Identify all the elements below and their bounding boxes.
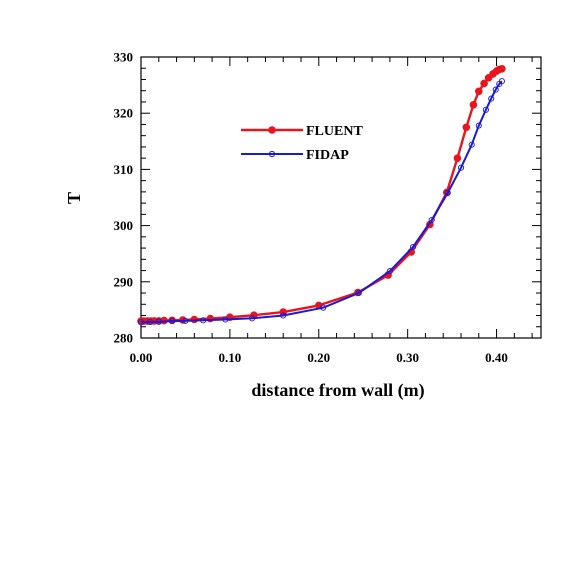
series-line [140, 80, 503, 324]
data-point [280, 312, 287, 319]
x-tick-label: 0.30 [396, 350, 419, 365]
data-point [190, 315, 199, 324]
y-tick-label: 290 [114, 274, 134, 289]
x-tick-label: 0.20 [307, 350, 330, 365]
data-point [444, 189, 451, 197]
data-point [428, 216, 435, 224]
data-point [468, 141, 475, 148]
data-point [457, 164, 465, 171]
legend-marker [268, 126, 276, 134]
x-tick-labels: 0.00 0.10 0.20 0.30 0.40 [130, 350, 508, 365]
data-point [249, 315, 256, 322]
series-fluent [137, 65, 506, 325]
data-point [498, 65, 506, 73]
data-point [182, 317, 189, 324]
data-point [462, 123, 471, 132]
data-point [169, 318, 176, 325]
x-tick-label: 0.10 [219, 350, 242, 365]
data-point [482, 106, 489, 113]
plot-frame [140, 56, 542, 339]
data-point [488, 95, 495, 102]
y-tick-label: 330 [114, 50, 134, 65]
series-layer [137, 65, 506, 326]
y-tick-label: 280 [114, 331, 134, 346]
data-point [480, 79, 488, 88]
y-tick-label: 320 [114, 106, 134, 121]
data-point [475, 87, 483, 96]
data-point [453, 154, 462, 162]
data-point [386, 268, 393, 275]
legend: FLUENT FIDAP [241, 124, 363, 163]
data-point [137, 319, 145, 326]
data-point [355, 289, 362, 297]
data-point [155, 318, 162, 325]
data-point [492, 86, 499, 93]
x-tick-label: 0.40 [485, 350, 508, 365]
data-point [320, 304, 327, 311]
legend-marker [268, 150, 276, 158]
data-point [200, 317, 207, 324]
x-tick-label: 0.00 [130, 350, 153, 365]
y-tick-label: 300 [114, 218, 134, 233]
legend-label: FIDAP [306, 148, 349, 163]
legend-label: FLUENT [306, 124, 363, 139]
axis-ticks [140, 56, 541, 339]
series-fidap [137, 78, 505, 326]
y-tick-labels: 280 290 300 310 320 330 [114, 50, 134, 346]
data-point [498, 78, 505, 85]
data-point [409, 243, 417, 251]
x-axis-title: distance from wall (m) [251, 380, 424, 401]
data-point [475, 122, 482, 129]
data-point [146, 318, 153, 326]
data-point [222, 316, 229, 323]
y-tick-label: 310 [114, 162, 134, 177]
y-axis-title: T [64, 192, 84, 204]
data-point [469, 101, 478, 109]
